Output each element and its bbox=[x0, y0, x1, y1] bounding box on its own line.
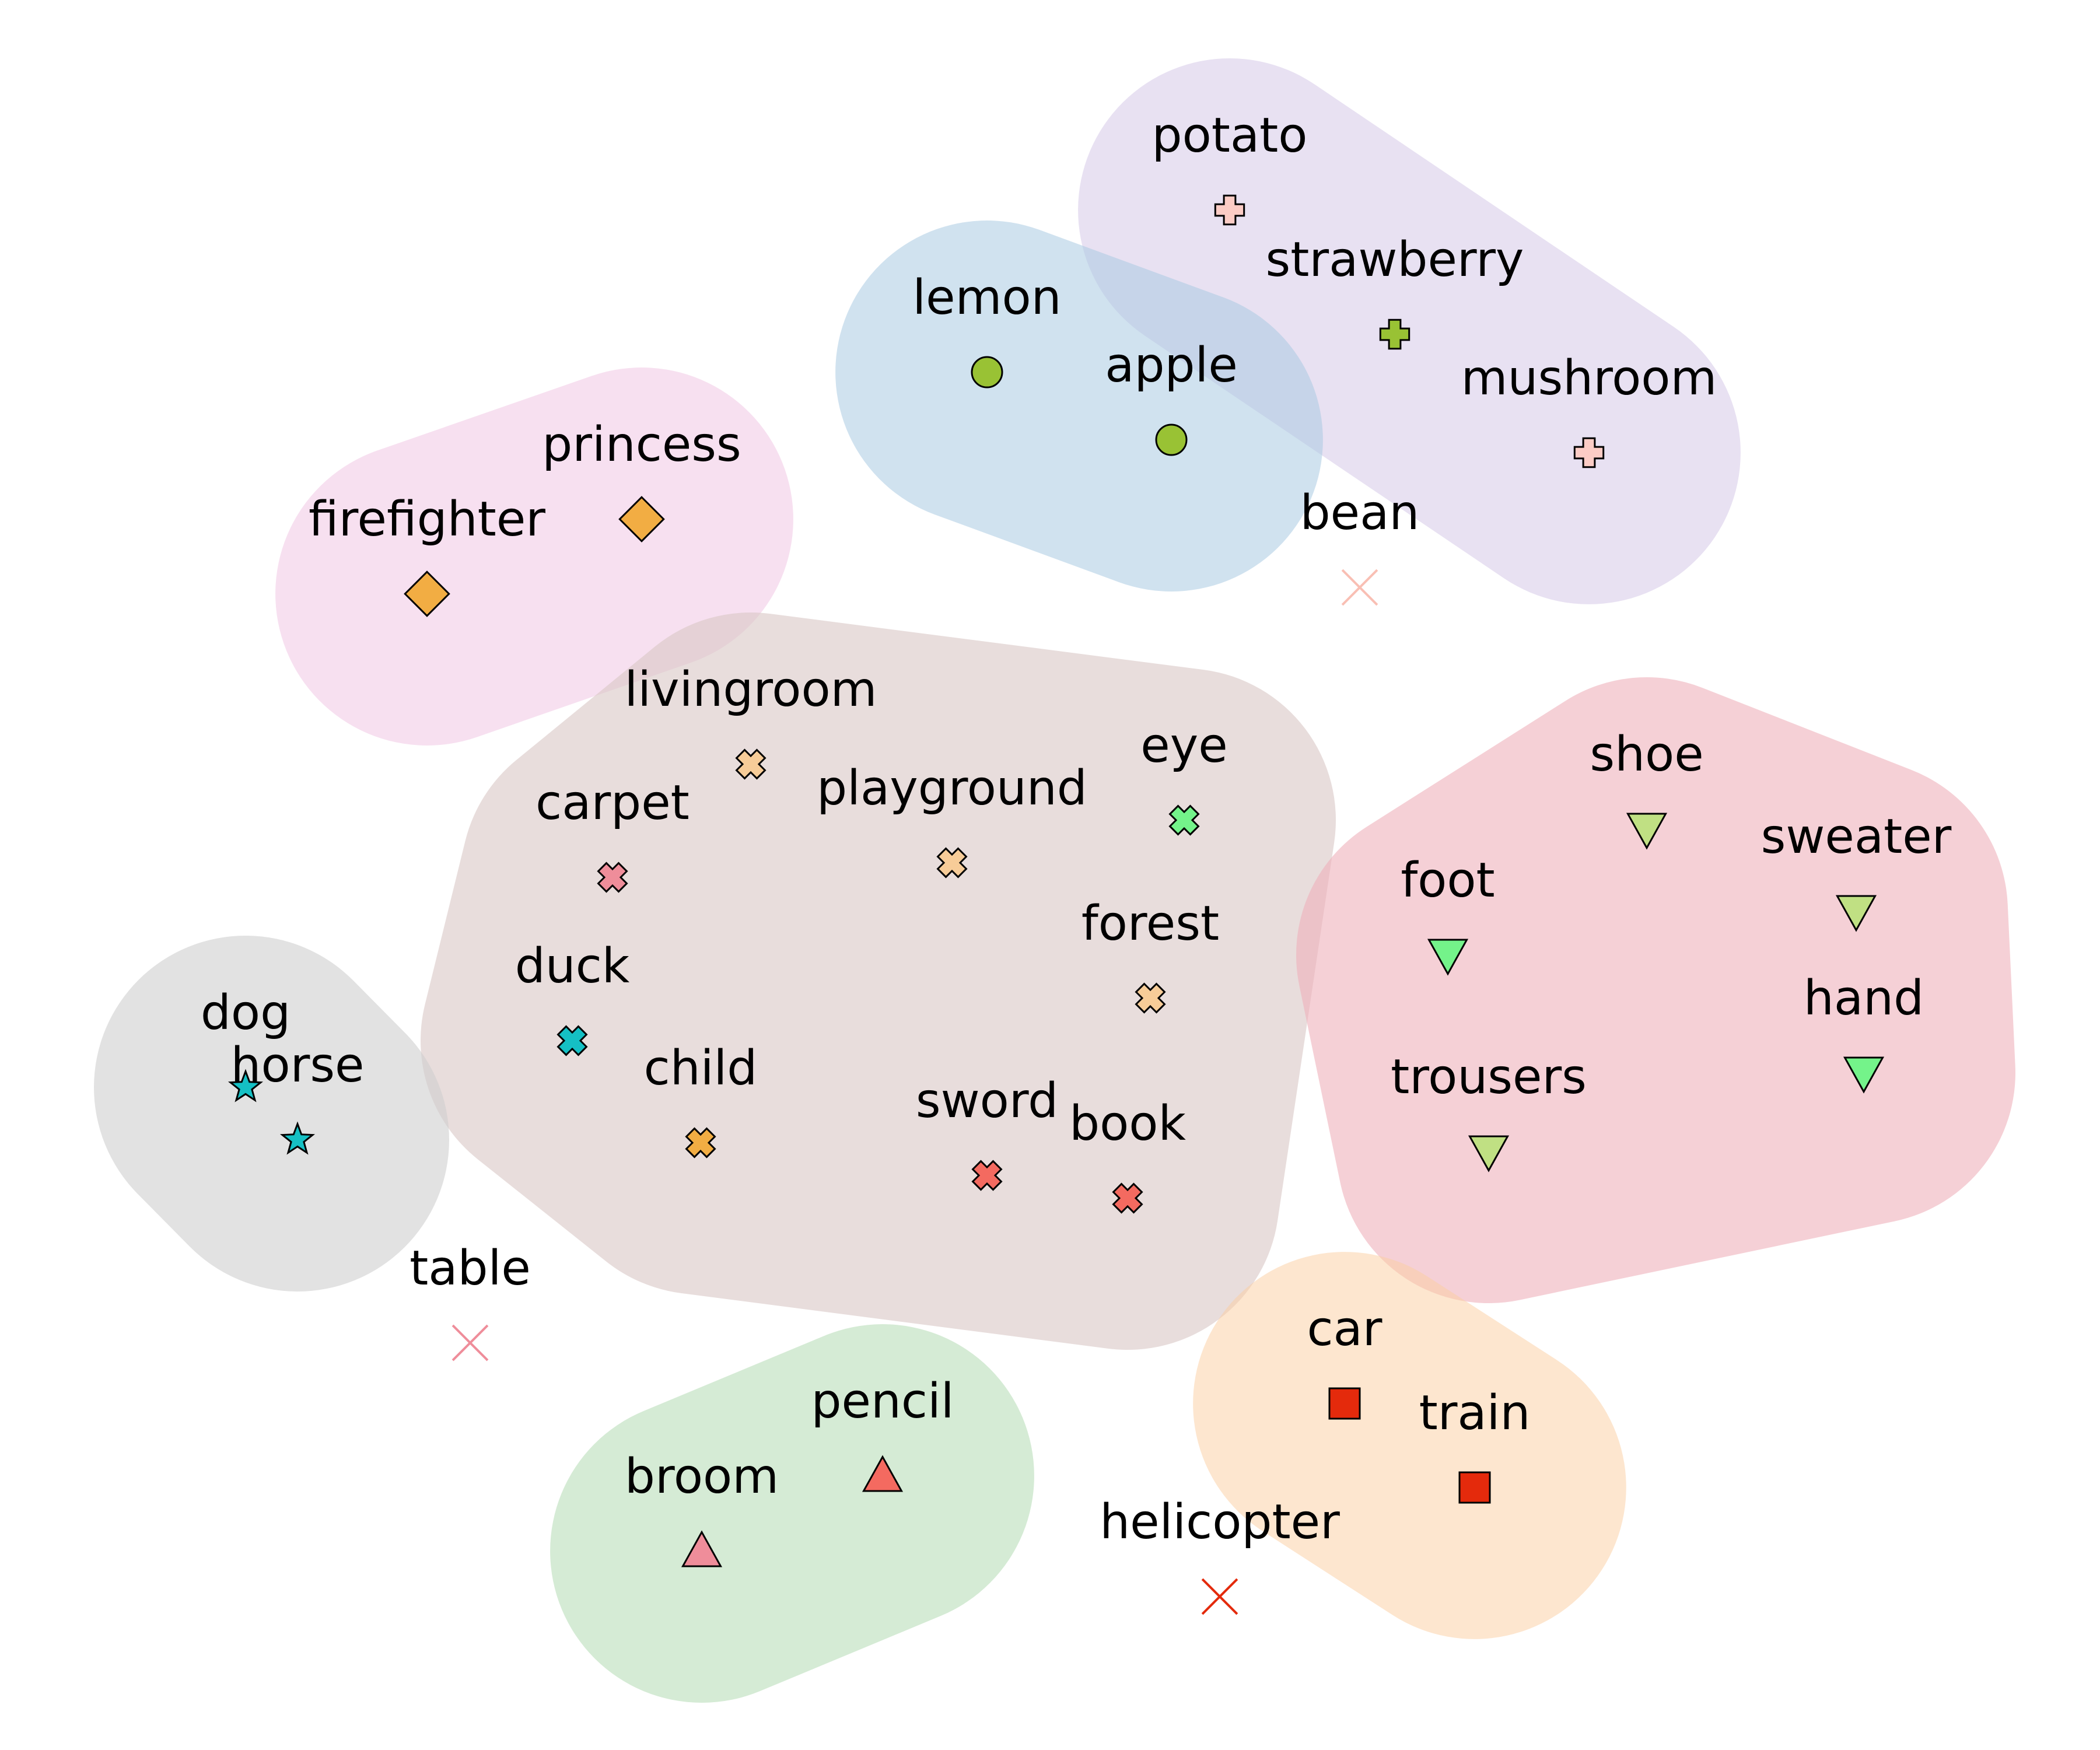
marker-train bbox=[1458, 1471, 1491, 1504]
marker-book bbox=[1112, 1182, 1143, 1214]
marker-bean bbox=[1341, 569, 1378, 606]
marker-broom bbox=[681, 1530, 723, 1567]
marker-sword bbox=[971, 1160, 1003, 1191]
point-label-princess: princess bbox=[542, 417, 741, 473]
cluster-hull-3 bbox=[421, 612, 1336, 1350]
point-label-potato: potato bbox=[1152, 108, 1308, 163]
point-label-train: train bbox=[1419, 1385, 1531, 1441]
point-label-car: car bbox=[1307, 1301, 1382, 1357]
point-label-book: book bbox=[1069, 1096, 1186, 1152]
point-label-duck: duck bbox=[515, 939, 630, 994]
cluster-hull-1 bbox=[835, 220, 1323, 592]
point-label-foot: foot bbox=[1401, 853, 1494, 908]
point-label-pencil: pencil bbox=[811, 1374, 954, 1429]
point-label-carpet: carpet bbox=[536, 775, 690, 831]
point-label-dog: dog bbox=[201, 985, 290, 1041]
marker-shoe bbox=[1626, 813, 1668, 850]
point-label-lemon: lemon bbox=[912, 270, 1061, 326]
marker-dog bbox=[228, 1069, 264, 1102]
marker-firefighter bbox=[404, 570, 450, 617]
marker-trousers bbox=[1468, 1135, 1510, 1172]
point-label-child: child bbox=[644, 1041, 758, 1096]
marker-potato bbox=[1214, 194, 1245, 226]
cluster-hull-5 bbox=[93, 935, 450, 1292]
marker-table bbox=[452, 1324, 489, 1362]
point-label-strawberry: strawberry bbox=[1266, 232, 1524, 288]
marker-eye bbox=[1168, 804, 1200, 836]
point-label-eye: eye bbox=[1140, 718, 1227, 774]
point-layer bbox=[228, 194, 1885, 1615]
point-label-mushroom: mushroom bbox=[1461, 351, 1717, 406]
label-layer: potato strawberry mushroom lemon apple bean pr… bbox=[201, 108, 1952, 1550]
point-label-sword: sword bbox=[916, 1073, 1058, 1129]
marker-car bbox=[1328, 1387, 1361, 1420]
point-label-apple: apple bbox=[1105, 338, 1238, 393]
point-label-playground: playground bbox=[817, 761, 1087, 816]
marker-child bbox=[685, 1127, 716, 1158]
marker-princess bbox=[618, 496, 665, 542]
point-label-bean: bean bbox=[1300, 485, 1420, 541]
point-label-table: table bbox=[410, 1241, 531, 1296]
point-label-firefighter: firefighter bbox=[309, 492, 545, 547]
marker-strawberry bbox=[1379, 318, 1410, 350]
point-label-forest: forest bbox=[1082, 896, 1219, 951]
marker-hand bbox=[1843, 1056, 1885, 1094]
marker-livingroom bbox=[735, 748, 766, 780]
marker-pencil bbox=[862, 1455, 904, 1492]
marker-horse bbox=[279, 1121, 316, 1155]
marker-carpet bbox=[597, 862, 628, 893]
marker-forest bbox=[1135, 982, 1166, 1014]
point-label-livingroom: livingroom bbox=[624, 662, 877, 718]
point-label-shoe: shoe bbox=[1590, 727, 1703, 782]
point-label-broom: broom bbox=[625, 1449, 779, 1504]
marker-foot bbox=[1427, 939, 1469, 976]
point-label-horse: horse bbox=[230, 1038, 364, 1093]
point-label-sweater: sweater bbox=[1761, 809, 1952, 864]
marker-helicopter bbox=[1201, 1578, 1238, 1615]
cluster-hull-7 bbox=[1193, 1252, 1626, 1639]
cluster-hull-layer bbox=[93, 58, 2015, 1703]
marker-apple bbox=[1155, 424, 1188, 456]
marker-sweater bbox=[1835, 895, 1877, 932]
marker-duck bbox=[556, 1025, 588, 1056]
marker-mushroom bbox=[1573, 437, 1605, 468]
marker-lemon bbox=[971, 356, 1003, 388]
cluster-hull-6 bbox=[550, 1324, 1034, 1703]
point-label-trousers: trousers bbox=[1391, 1049, 1587, 1105]
point-label-helicopter: helicopter bbox=[1100, 1494, 1340, 1550]
point-label-hand: hand bbox=[1804, 971, 1924, 1026]
marker-playground bbox=[936, 847, 968, 878]
